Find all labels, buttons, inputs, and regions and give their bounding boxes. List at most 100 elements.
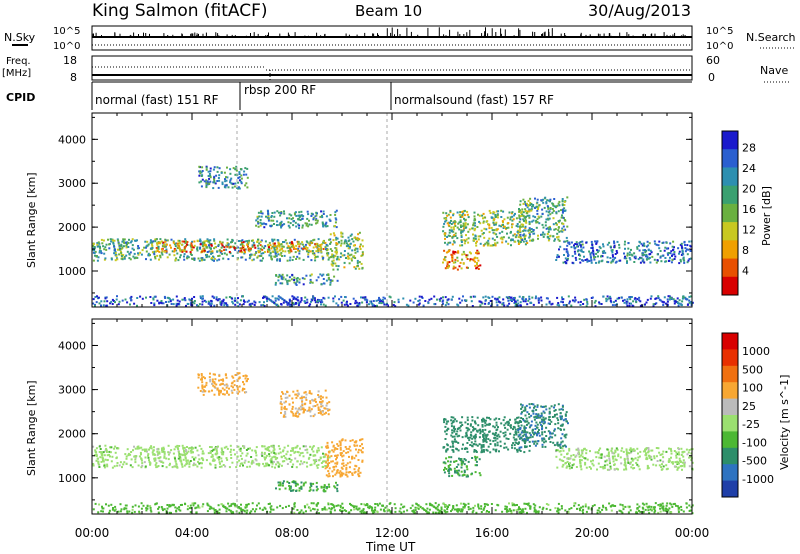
power-cell bbox=[213, 166, 216, 169]
power-cell bbox=[527, 229, 530, 232]
velocity-cell bbox=[520, 437, 523, 440]
power-cell bbox=[625, 302, 628, 305]
velocity-cell bbox=[466, 419, 469, 422]
power-cell bbox=[531, 296, 534, 299]
power-cell bbox=[687, 259, 690, 262]
power-cell bbox=[129, 241, 132, 244]
power-cell bbox=[298, 245, 301, 248]
power-cell bbox=[556, 303, 559, 306]
power-cell bbox=[308, 219, 310, 222]
velocity-cell bbox=[528, 406, 531, 409]
power-cell bbox=[242, 241, 245, 244]
power-cell bbox=[297, 243, 299, 245]
velocity-cell bbox=[299, 408, 302, 411]
power-cell bbox=[317, 276, 320, 279]
velocity-cell bbox=[198, 458, 201, 461]
power-cell bbox=[496, 228, 499, 231]
power-cell bbox=[600, 303, 603, 305]
velocity-cell bbox=[304, 408, 307, 411]
velocity-cell bbox=[459, 458, 462, 460]
power-cell bbox=[296, 240, 299, 243]
power-cell bbox=[280, 275, 283, 278]
power-cell bbox=[164, 297, 167, 299]
velocity-cell bbox=[442, 446, 445, 449]
power-cell bbox=[169, 300, 172, 303]
power-cell bbox=[454, 266, 457, 269]
power-cell bbox=[652, 305, 655, 308]
velocity-cell bbox=[191, 456, 194, 459]
power-cell bbox=[271, 238, 274, 241]
power-cell bbox=[647, 244, 650, 247]
power-cell bbox=[612, 255, 614, 258]
velocity-cell bbox=[278, 447, 281, 450]
velocity-cell bbox=[560, 408, 563, 411]
power-cell bbox=[414, 297, 417, 300]
velocity-cell bbox=[496, 435, 499, 437]
velocity-cell bbox=[100, 460, 103, 463]
power-cell bbox=[496, 304, 499, 307]
power-cell bbox=[612, 258, 615, 261]
cpid-segment-2: rbsp 200 RF bbox=[244, 83, 316, 97]
velocity-cell bbox=[549, 423, 551, 425]
velocity-cell bbox=[522, 409, 525, 412]
power-cell bbox=[502, 227, 505, 229]
power-cell bbox=[292, 302, 295, 305]
power-cell bbox=[306, 210, 309, 213]
velocity-cell bbox=[261, 454, 264, 457]
power-cell bbox=[273, 245, 276, 248]
velocity-cell bbox=[258, 464, 261, 467]
velocity-cell bbox=[522, 431, 525, 434]
power-cell bbox=[229, 172, 232, 175]
power-cell bbox=[613, 240, 615, 243]
power-cell bbox=[331, 264, 334, 267]
power-cell bbox=[562, 210, 564, 213]
velocity-cell bbox=[499, 430, 502, 433]
power-cell bbox=[444, 232, 447, 235]
velocity-cell bbox=[134, 461, 137, 464]
power-cell bbox=[449, 211, 452, 214]
power-cell bbox=[309, 250, 312, 253]
velocity-cell bbox=[469, 424, 472, 427]
velocity-cell bbox=[323, 484, 326, 487]
velocity-cell bbox=[326, 466, 328, 469]
velocity-cell bbox=[308, 489, 311, 492]
velocity-cell bbox=[172, 452, 175, 455]
velocity-cell bbox=[529, 434, 532, 437]
power-cell bbox=[207, 170, 210, 173]
velocity-cell bbox=[556, 441, 559, 444]
velocity-cell bbox=[444, 466, 446, 469]
power-cell bbox=[269, 225, 272, 228]
power-cell bbox=[668, 298, 671, 301]
power-cell bbox=[420, 295, 423, 298]
velocity-cell bbox=[523, 433, 526, 436]
power-cell bbox=[274, 297, 277, 300]
velocity-cell bbox=[261, 451, 263, 454]
power-cell bbox=[518, 295, 521, 298]
power-cell bbox=[259, 247, 262, 250]
power-cell bbox=[545, 227, 548, 230]
velocity-cell bbox=[482, 440, 485, 443]
velocity-cell bbox=[277, 452, 280, 455]
power-cell bbox=[147, 254, 150, 257]
velocity-cell bbox=[279, 400, 282, 403]
velocity-cell bbox=[301, 404, 304, 407]
power-cell bbox=[402, 297, 405, 300]
power-cell bbox=[103, 252, 106, 255]
power-cell bbox=[561, 208, 564, 211]
velocity-cell bbox=[188, 461, 191, 464]
power-cell bbox=[350, 259, 353, 262]
velocity-cell bbox=[451, 435, 454, 438]
velocity-cell bbox=[198, 462, 201, 465]
power-cell bbox=[453, 252, 456, 255]
power-cell bbox=[591, 247, 594, 250]
power-cell bbox=[686, 261, 689, 264]
velocity-cell bbox=[218, 461, 221, 464]
velocity-cell bbox=[292, 412, 295, 415]
power-cell bbox=[509, 299, 512, 302]
power-cell bbox=[464, 240, 467, 243]
freq-panel bbox=[91, 55, 693, 81]
power-cell bbox=[102, 245, 105, 248]
power-cell bbox=[498, 300, 500, 303]
power-cell bbox=[240, 180, 243, 183]
velocity-cell bbox=[316, 451, 319, 454]
